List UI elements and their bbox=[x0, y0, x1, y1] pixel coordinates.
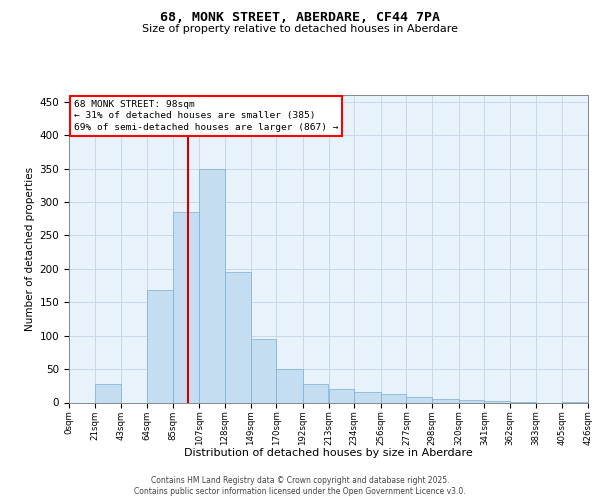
Text: 68 MONK STREET: 98sqm
← 31% of detached houses are smaller (385)
69% of semi-det: 68 MONK STREET: 98sqm ← 31% of detached … bbox=[74, 100, 338, 132]
Bar bbox=[225, 272, 251, 402]
Bar bbox=[354, 392, 381, 402]
Bar bbox=[381, 394, 406, 402]
Bar bbox=[406, 397, 432, 402]
Text: Contains public sector information licensed under the Open Government Licence v3: Contains public sector information licen… bbox=[134, 487, 466, 496]
Bar bbox=[329, 389, 354, 402]
Bar bbox=[251, 339, 276, 402]
Bar bbox=[199, 168, 225, 402]
Bar bbox=[173, 212, 199, 402]
Text: Contains HM Land Registry data © Crown copyright and database right 2025.: Contains HM Land Registry data © Crown c… bbox=[151, 476, 449, 485]
Bar bbox=[95, 384, 121, 402]
Bar bbox=[303, 384, 329, 402]
Text: 68, MONK STREET, ABERDARE, CF44 7PA: 68, MONK STREET, ABERDARE, CF44 7PA bbox=[160, 11, 440, 24]
Y-axis label: Number of detached properties: Number of detached properties bbox=[25, 166, 35, 331]
Text: Distribution of detached houses by size in Aberdare: Distribution of detached houses by size … bbox=[184, 448, 473, 458]
Bar bbox=[484, 401, 510, 402]
Text: Size of property relative to detached houses in Aberdare: Size of property relative to detached ho… bbox=[142, 24, 458, 34]
Bar bbox=[432, 399, 459, 402]
Bar bbox=[459, 400, 484, 402]
Bar bbox=[147, 290, 173, 403]
Bar bbox=[276, 369, 303, 402]
